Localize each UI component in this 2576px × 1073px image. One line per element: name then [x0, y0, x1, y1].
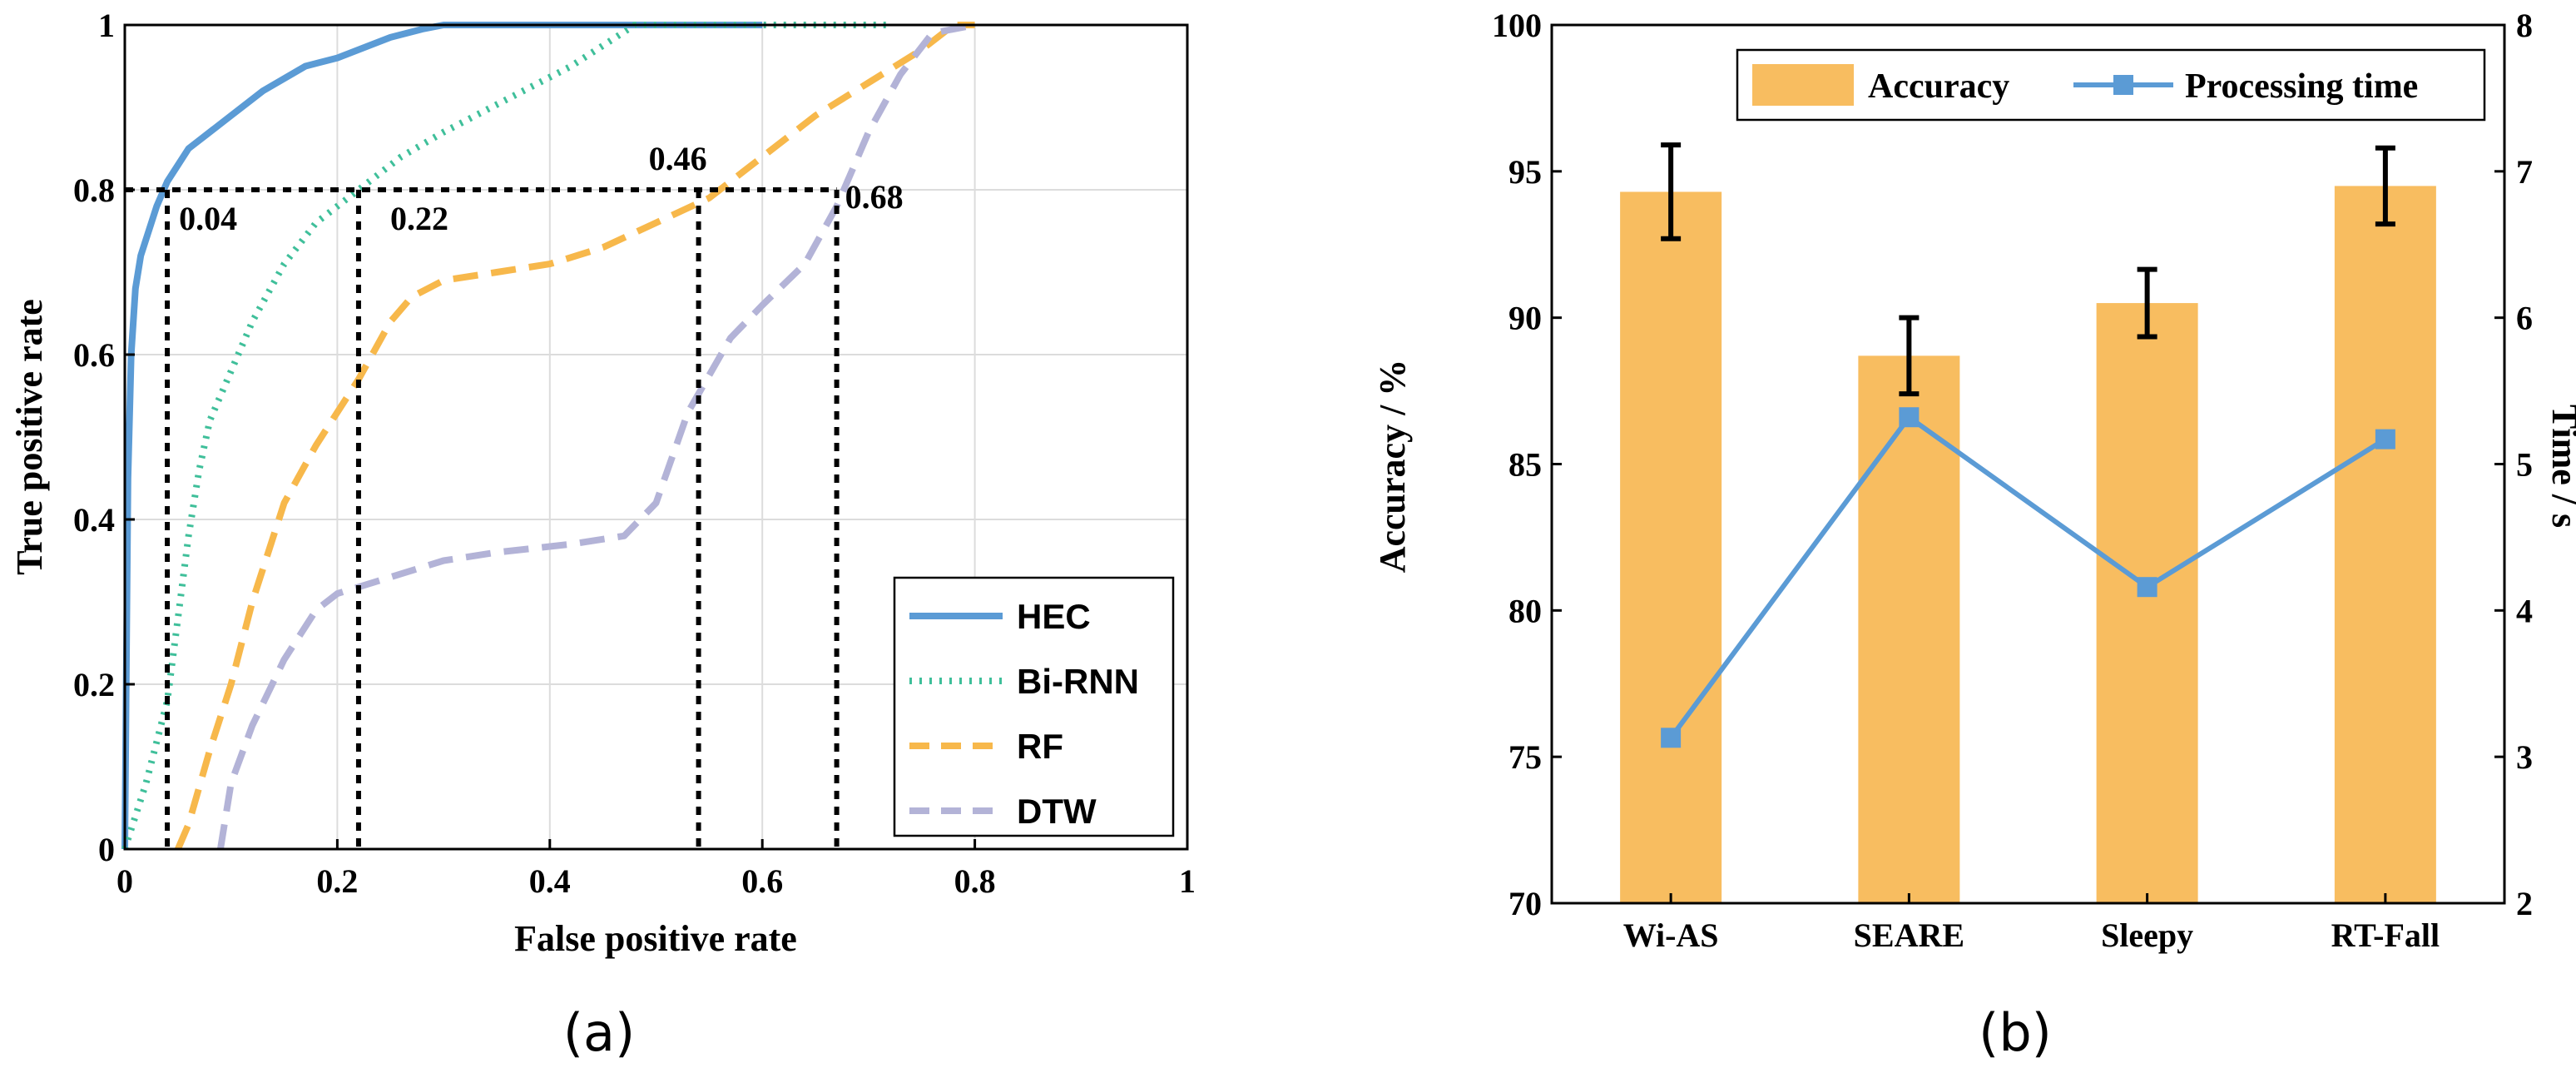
- accuracy-tick-label: 100: [1492, 7, 1542, 44]
- category-tick-label: Sleepy: [2101, 917, 2193, 954]
- roc-y-tick-label: 1: [98, 7, 115, 44]
- processing-time-polyline: [1668, 414, 2387, 740]
- roc-x-tick-label: 0.6: [741, 862, 783, 900]
- roc-y-axis-label: True positive rate: [9, 299, 50, 575]
- accuracy-tick-label: 80: [1508, 592, 1542, 629]
- panel-b-caption: (b): [1979, 1002, 2052, 1063]
- processing-time-line: [1661, 407, 2395, 748]
- accuracy-bars: [1620, 186, 2436, 904]
- roc-curve-bi-rnn: [121, 22, 890, 851]
- roc-curve-rf: [175, 22, 975, 851]
- roc-y-tick-label: 0: [98, 831, 115, 868]
- accuracy-bar: [1620, 191, 1722, 903]
- roc-legend-label-hec: HEC: [1017, 597, 1091, 636]
- accuracy-bar: [1858, 355, 1960, 904]
- processing-time-marker: [2137, 577, 2157, 598]
- accuracy-tick-label: 75: [1508, 738, 1542, 776]
- accuracy-tick-label: 70: [1508, 885, 1542, 922]
- legend-label-processing-time: Processing time: [2185, 67, 2418, 106]
- time-tick-label: 3: [2516, 738, 2533, 776]
- roc-x-tick-label: 0.2: [316, 862, 358, 900]
- roc-y-tick-label: 0.8: [73, 171, 115, 209]
- roc-x-axis-label: False positive rate: [514, 918, 797, 959]
- legend-label-accuracy: Accuracy: [1868, 67, 2009, 106]
- time-tick-label: 5: [2516, 446, 2533, 484]
- roc-x-tick-label: 1: [1179, 862, 1196, 900]
- roc-annotation-label: 0.46: [649, 140, 707, 177]
- time-tick-label: 2: [2516, 885, 2533, 922]
- time-tick-label: 4: [2516, 592, 2533, 629]
- processing-time-marker: [2375, 429, 2395, 450]
- time-tick-label: 7: [2516, 153, 2533, 191]
- roc-legend-label-bi-rnn: Bi-RNN: [1017, 662, 1139, 701]
- roc-y-ticks: 0 0.2 0.4 0.6 0.8 1: [73, 7, 135, 868]
- roc-annotation-label: 0.04: [179, 200, 237, 237]
- roc-y-tick-label: 0.2: [73, 666, 115, 703]
- roc-x-tick-label: 0.8: [954, 862, 996, 900]
- roc-grid: [125, 25, 1187, 849]
- roc-plot-frame: [123, 23, 1189, 851]
- category-tick-label: Wi-AS: [1623, 917, 1719, 954]
- roc-chart: 0.04 0.220.460.68 0 0.2 0.4 0.6 0.8 1 00.20.40…: [9, 7, 1196, 1063]
- accuracy-tick-label: 90: [1508, 300, 1542, 337]
- roc-x-ticks: 0 0.2 0.4 0.6 0.8 1: [116, 839, 1196, 900]
- accuracy-bar: [2096, 303, 2198, 903]
- category-tick-label: SEARE: [1854, 917, 1964, 954]
- time-tick-label: 6: [2516, 300, 2533, 337]
- accuracy-y-ticks: 70 75 80 85 90 95 100: [1492, 7, 1562, 922]
- bar-legend: Accuracy Processing time: [1736, 48, 2486, 122]
- legend-marker-processing-time: [2113, 75, 2133, 95]
- roc-legend-box: [893, 576, 1175, 837]
- processing-time-marker: [1899, 407, 1920, 428]
- legend-swatch-accuracy: [1752, 64, 1854, 106]
- time-tick-label: 8: [2516, 7, 2533, 44]
- time-y-ticks: 2 3 4 5 6 7 8: [2494, 7, 2533, 922]
- accuracy-error-bars: [1661, 142, 2395, 397]
- roc-x-tick-label: 0.4: [529, 862, 571, 900]
- accuracy-tick-label: 85: [1508, 446, 1542, 484]
- accuracy-bar: [2334, 186, 2436, 903]
- roc-reference-lines: [125, 187, 840, 849]
- roc-legend-label-rf: RF: [1017, 727, 1063, 766]
- roc-y-tick-label: 0.4: [73, 501, 115, 539]
- roc-legend: HEC Bi-RNN RF DTW: [893, 576, 1175, 837]
- panel-a-caption: (a): [563, 1002, 635, 1063]
- roc-series: [121, 22, 976, 851]
- accuracy-axis-label: Accuracy / %: [1372, 360, 1413, 574]
- accuracy-tick-label: 95: [1508, 153, 1542, 191]
- roc-y-tick-label: 0.6: [73, 336, 115, 374]
- roc-legend-label-dtw: DTW: [1017, 792, 1097, 831]
- roc-curve-dtw: [216, 22, 976, 850]
- roc-annotation-label: 0.22: [390, 200, 448, 237]
- roc-curve-hec: [121, 22, 763, 850]
- category-tick-label: RT-Fall: [2331, 917, 2440, 954]
- roc-annotations: 0.04 0.22 0.46 0.68: [179, 140, 904, 237]
- roc-x-tick-label: 0: [116, 862, 133, 900]
- accuracy-time-chart: 70 75 80 85 90 95 100 2 3 4 5 6 7 8 Wi-AS SEARE Sleepy…: [1372, 7, 2576, 1063]
- roc-annotation-label: 0.68: [845, 178, 904, 216]
- category-ticks: Wi-AS SEARE Sleepy RT-Fall: [1623, 893, 2440, 954]
- processing-time-marker: [1661, 728, 1682, 748]
- time-axis-label: Time / s: [2544, 405, 2576, 528]
